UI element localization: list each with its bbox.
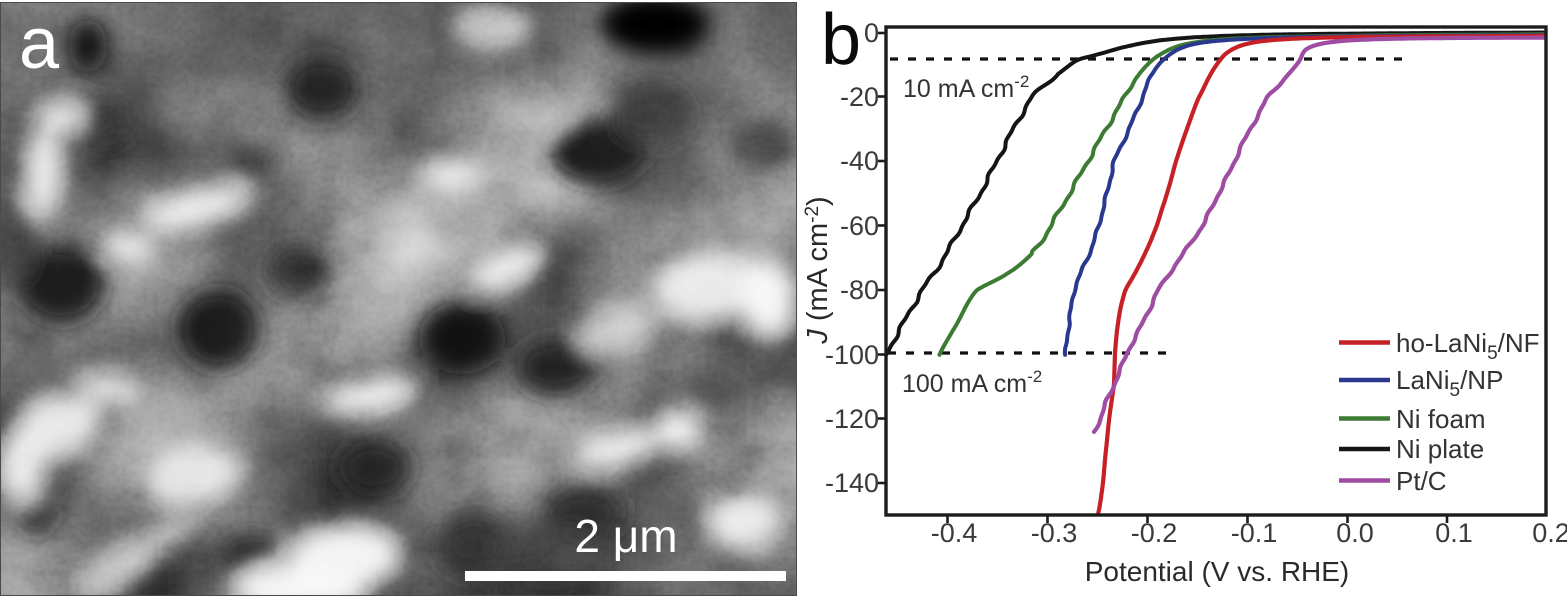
svg-text:0.1: 0.1 [1435, 518, 1473, 548]
svg-text:a: a [19, 4, 60, 84]
svg-text:-20: -20 [840, 82, 879, 112]
svg-text:-0.1: -0.1 [1231, 518, 1278, 548]
svg-text:Potential (V vs. RHE): Potential (V vs. RHE) [1085, 556, 1350, 587]
svg-text:J (mA cm-2): J (mA cm-2) [802, 196, 834, 344]
svg-text:0: 0 [864, 18, 879, 48]
svg-text:-0.4: -0.4 [931, 518, 978, 548]
svg-text:-140: -140 [825, 468, 879, 498]
svg-text:ho-LaNi5/NF: ho-LaNi5/NF [1396, 328, 1540, 364]
svg-text:-60: -60 [840, 211, 879, 241]
svg-text:100 mA cm-2: 100 mA cm-2 [902, 367, 1042, 398]
svg-text:0.0: 0.0 [1336, 518, 1374, 548]
svg-text:2 μm: 2 μm [574, 510, 677, 562]
svg-text:-0.2: -0.2 [1131, 518, 1178, 548]
svg-text:Ni plate: Ni plate [1396, 434, 1484, 464]
svg-text:-0.3: -0.3 [1031, 518, 1078, 548]
svg-text:Pt/C: Pt/C [1396, 466, 1447, 496]
svg-text:-80: -80 [840, 275, 879, 305]
svg-text:Ni foam: Ni foam [1396, 404, 1486, 434]
svg-text:0.2: 0.2 [1532, 518, 1567, 548]
svg-text:LaNi5/NP: LaNi5/NP [1396, 365, 1503, 401]
svg-text:10 mA cm-2: 10 mA cm-2 [903, 72, 1029, 103]
svg-text:-40: -40 [840, 146, 879, 176]
svg-text:-100: -100 [825, 340, 879, 370]
svg-text:-120: -120 [825, 404, 879, 434]
svg-text:b: b [821, 0, 861, 80]
